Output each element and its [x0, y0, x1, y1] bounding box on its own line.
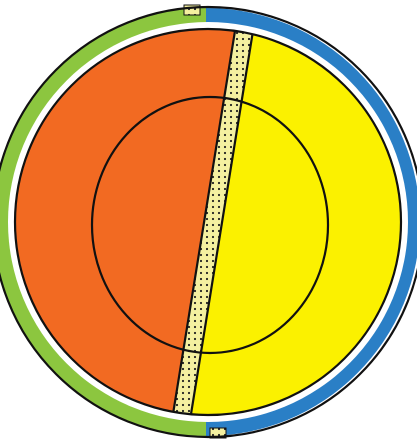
stripe-edge-left: [166, 29, 242, 415]
center-stripe: [168, 29, 258, 415]
stripe-edge-right: [184, 29, 260, 415]
disc-outline: [13, 27, 403, 417]
right-half-yellow: [186, 29, 401, 415]
rim-tab-bottom: [209, 427, 227, 439]
rim-tab-top: [183, 4, 201, 16]
inner-ring: [90, 95, 330, 355]
left-half-orange: [15, 29, 240, 415]
outer-outline: [0, 5, 417, 439]
